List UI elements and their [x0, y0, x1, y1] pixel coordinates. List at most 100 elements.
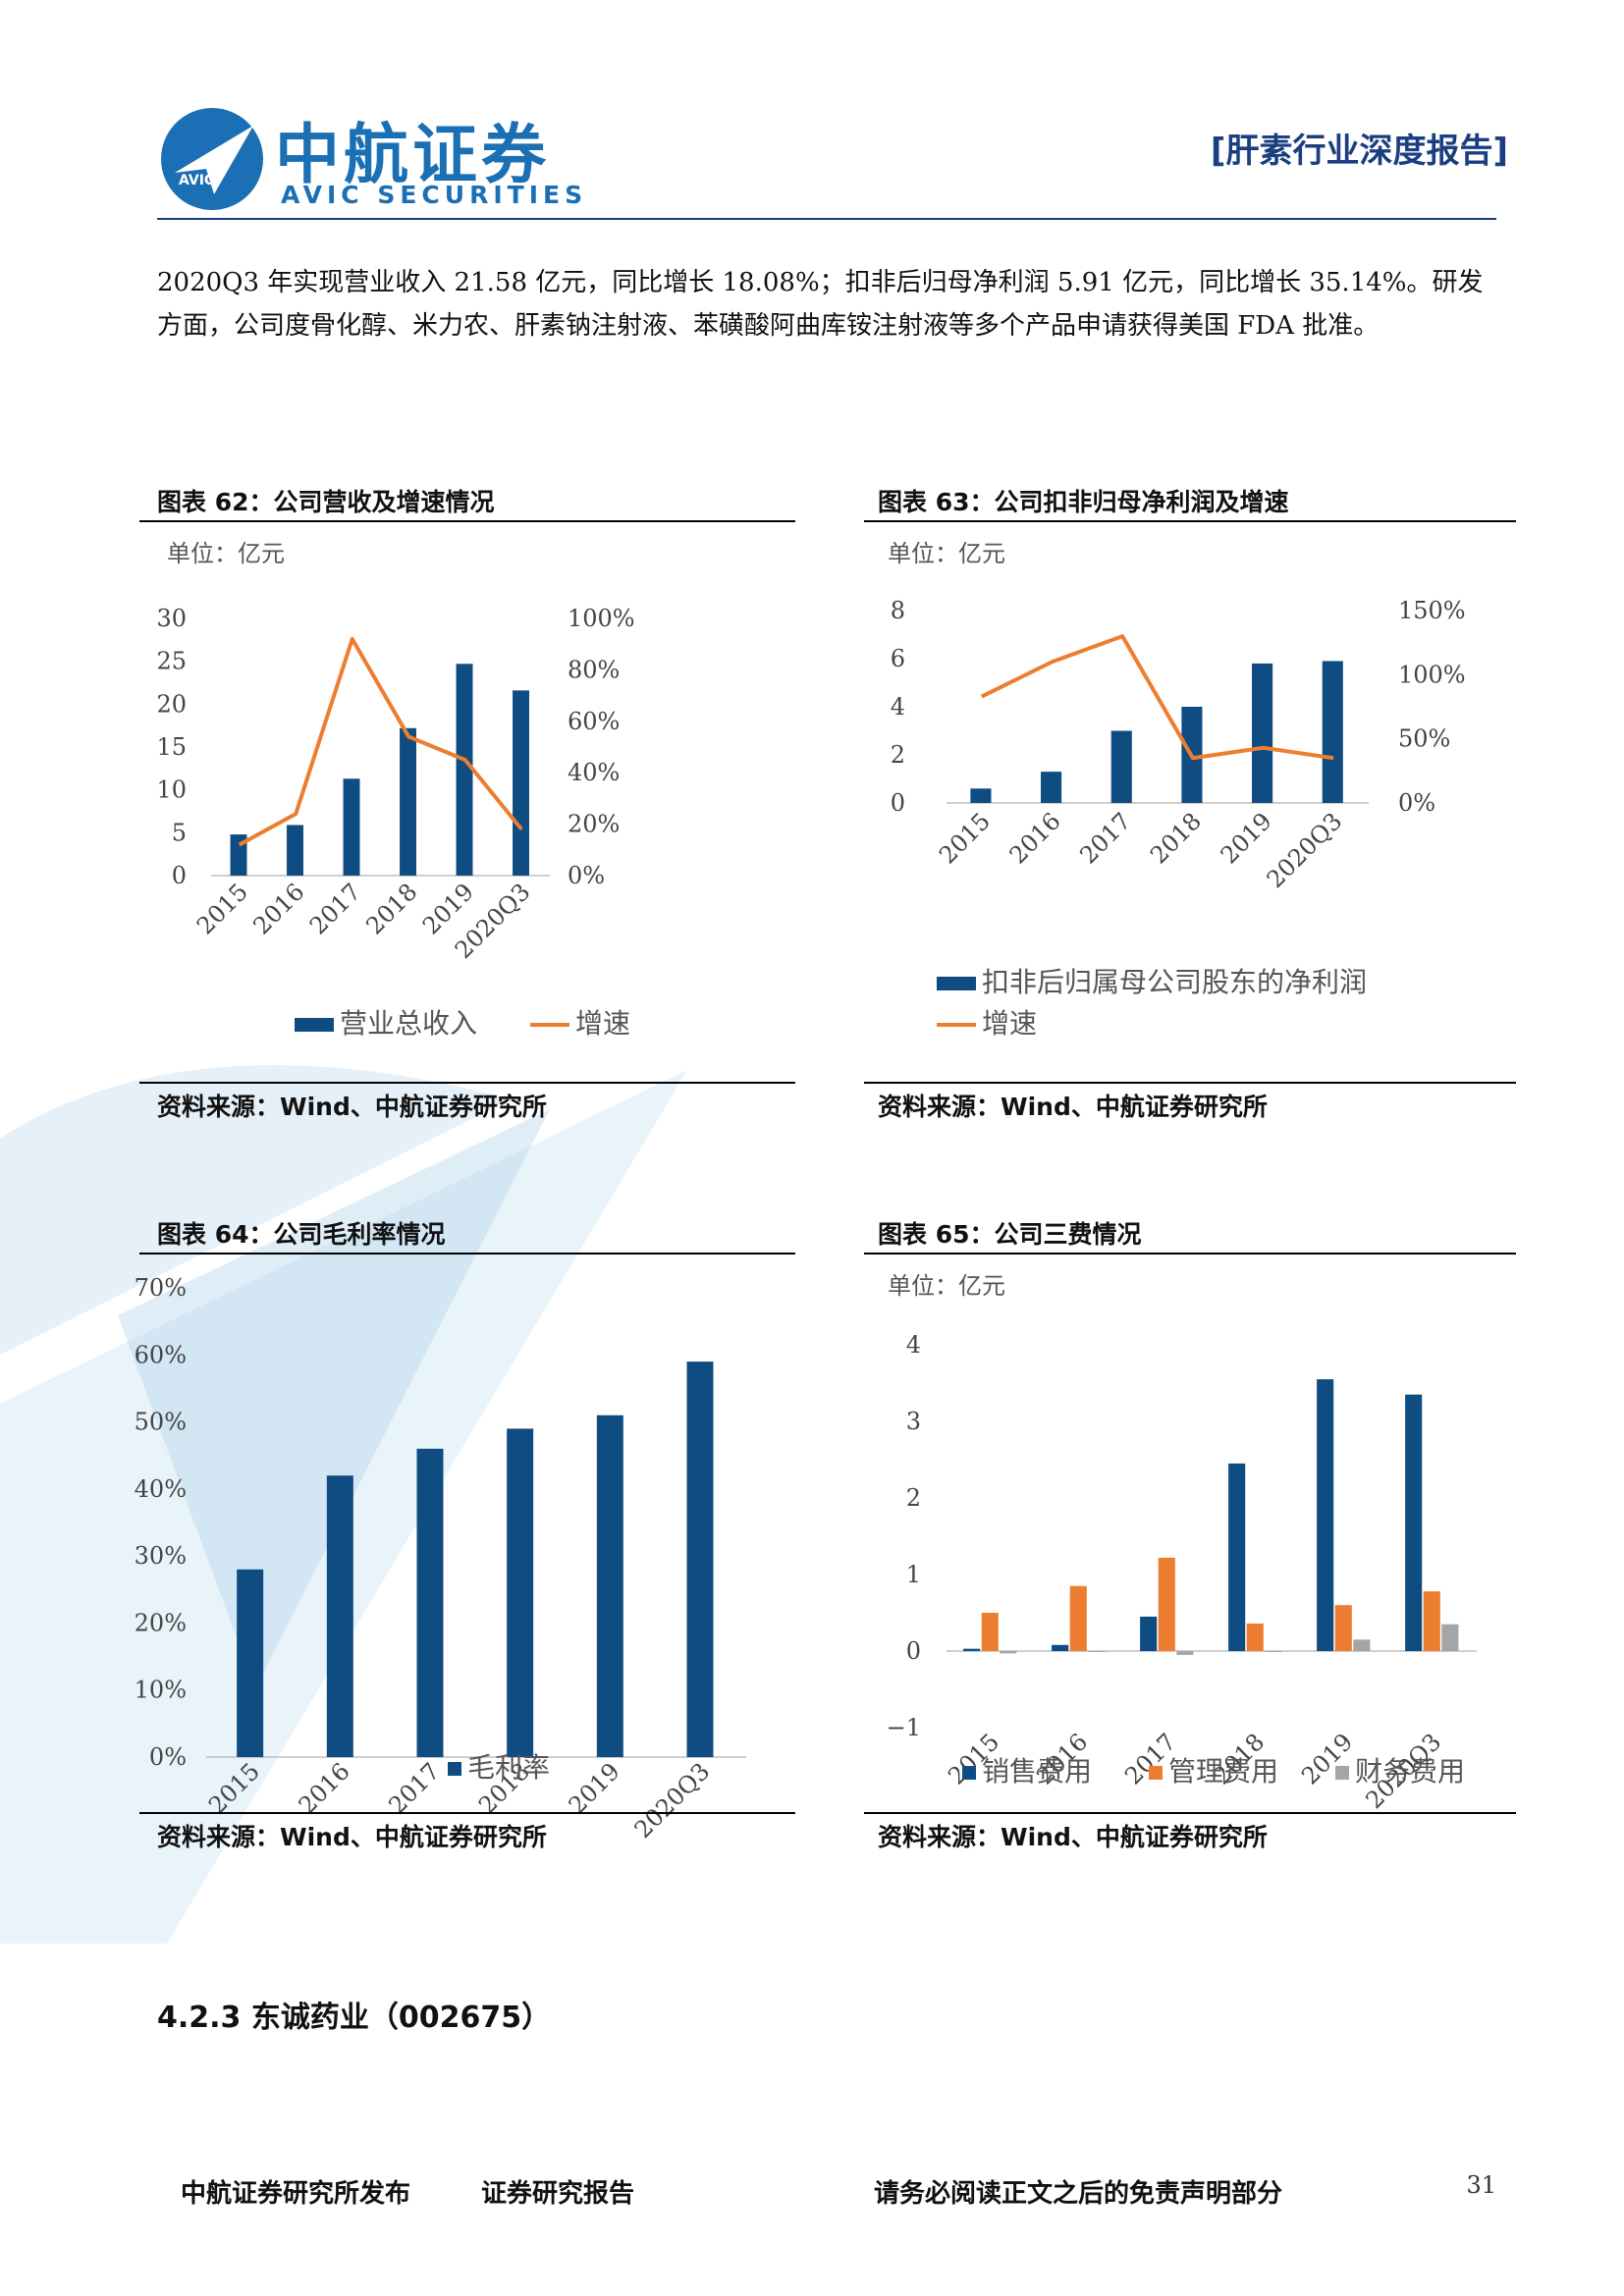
fig64-top-rule: [139, 1253, 795, 1255]
x-tick-label: 2019: [1296, 1728, 1358, 1789]
fig65-source: 资料来源：Wind、中航证券研究所: [878, 1823, 1268, 1851]
legend-swatch: [295, 1018, 334, 1032]
fig62-chart: 0510152025300%20%40%60%80%100%2015201620…: [156, 605, 635, 1040]
logo-english-name: AVIC SECURITIES: [281, 181, 588, 209]
y-tick-label: 20: [156, 690, 187, 718]
y-tick-label: 0: [906, 1637, 921, 1665]
series-line: [238, 636, 523, 847]
x-tick-label: 2016: [1004, 807, 1066, 869]
x-tick-label: 2018: [361, 878, 423, 939]
bar: [963, 1648, 981, 1651]
y-tick-label: 0: [172, 862, 187, 889]
fig65-title: 图表 65：公司三费情况: [878, 1220, 1142, 1249]
bar: [1246, 1623, 1264, 1651]
bar: [1069, 1585, 1087, 1651]
legend-swatch: [448, 1762, 461, 1776]
bar: [1110, 730, 1132, 803]
y-tick-label: 4: [906, 1331, 921, 1359]
y-tick-label: 10%: [135, 1677, 187, 1704]
legend-label: 财务费用: [1355, 1755, 1465, 1788]
bar: [1322, 661, 1343, 803]
bar: [1052, 1644, 1069, 1651]
bar: [970, 788, 992, 803]
fig64-bottom-rule: [139, 1812, 795, 1814]
logo-badge: AVIC: [179, 173, 214, 188]
fig65-bottom-rule: [864, 1812, 1516, 1814]
y-tick-label: 0%: [149, 1743, 187, 1771]
y-tick-label: 3: [906, 1408, 921, 1435]
bar: [686, 1362, 714, 1757]
bar: [1088, 1651, 1106, 1652]
legend-swatch: [937, 977, 976, 990]
bar: [596, 1415, 623, 1757]
bar: [981, 1613, 999, 1651]
legend-label: 增速: [575, 1007, 630, 1040]
bar: [1176, 1651, 1194, 1655]
legend-swatch: [1335, 1766, 1349, 1780]
y-tick-label: −1: [887, 1714, 921, 1741]
y-tick-label: 2: [906, 1484, 921, 1512]
footer-doc-type: 证券研究报告: [481, 2179, 635, 2209]
y-tick-label: 30%: [135, 1542, 187, 1570]
x-tick-label: 2016: [248, 878, 310, 939]
bar: [1317, 1379, 1334, 1651]
y-tick-label: 25: [156, 648, 187, 675]
bar: [1423, 1591, 1440, 1651]
legend-label: 增速: [982, 1007, 1037, 1040]
y-tick-label: 15: [156, 733, 187, 761]
bar: [513, 690, 529, 876]
footer-publisher: 中航证券研究所发布: [181, 2179, 411, 2209]
company-logo: AVIC 中航证券 AVIC SECURITIES: [157, 98, 589, 216]
y-tick-label: 70%: [135, 1274, 187, 1302]
legend-swatch: [1149, 1766, 1163, 1780]
x-tick-label: 2015: [934, 807, 996, 869]
bar: [1041, 772, 1062, 803]
bar: [1228, 1463, 1246, 1651]
fig63-source: 资料来源：Wind、中航证券研究所: [878, 1093, 1268, 1121]
bar: [416, 1448, 444, 1757]
fig63-chart: 0 2 4 6 8 0% 50% 100% 150% 2015 2016 2017 2018 201920…: [891, 597, 1466, 1040]
y-tick-label: 50%: [135, 1409, 187, 1436]
bar: [507, 1428, 534, 1757]
y2-tick-label: 60%: [568, 708, 620, 735]
legend-label: 毛利率: [467, 1751, 550, 1784]
bar: [456, 664, 473, 876]
y-tick-label: 10: [156, 776, 187, 804]
y2-tick-label: 100%: [568, 605, 635, 632]
fig63-unit: 单位：亿元: [888, 540, 1005, 567]
x-tick-label: 2019: [1216, 807, 1277, 869]
bar: [287, 825, 303, 876]
footer-disclaimer: 请务必阅读正文之后的免责声明部分: [874, 2179, 1283, 2209]
y-tick-label: 1: [906, 1561, 921, 1588]
fig65-unit: 单位：亿元: [888, 1272, 1005, 1300]
fig63-bottom-rule: [864, 1082, 1516, 1084]
y-tick-label: 0: [891, 789, 905, 817]
avic-logo-icon: AVIC: [161, 108, 263, 210]
fig62-bottom-rule: [139, 1082, 795, 1084]
bar: [1353, 1639, 1371, 1651]
legend-label: 扣非后归属母公司股东的净利润: [982, 966, 1367, 998]
y2-tick-label: 100%: [1398, 661, 1466, 688]
bar: [1252, 663, 1273, 803]
fig62-top-rule: [139, 520, 795, 522]
legend-label: 营业总收入: [340, 1007, 477, 1040]
series-line: [980, 634, 1334, 761]
fig64-chart: 0%10%20%30%40%50%60%70%2015 2016 2017 2018 2…: [135, 1274, 746, 1843]
x-tick-label: 2020Q3: [1262, 807, 1348, 893]
fig62-source: 资料来源：Wind、中航证券研究所: [157, 1093, 547, 1121]
bar: [343, 778, 360, 876]
fig65-top-rule: [864, 1253, 1516, 1255]
x-tick-label: 2017: [304, 878, 366, 939]
x-tick-label: 2015: [191, 878, 253, 939]
body-paragraph: 2020Q3 年实现营业收入 21.58 亿元，同比增长 18.08%；扣非后归…: [157, 268, 1484, 341]
bar: [1140, 1616, 1158, 1651]
header-divider: [157, 218, 1496, 220]
bar: [326, 1475, 353, 1757]
bar: [237, 1569, 264, 1757]
fig62-title: 图表 62：公司营收及增速情况: [157, 488, 495, 516]
legend-label: 销售费用: [982, 1755, 1092, 1788]
y2-tick-label: 40%: [568, 759, 620, 786]
y2-tick-label: 150%: [1398, 597, 1466, 624]
bar: [1265, 1651, 1282, 1652]
